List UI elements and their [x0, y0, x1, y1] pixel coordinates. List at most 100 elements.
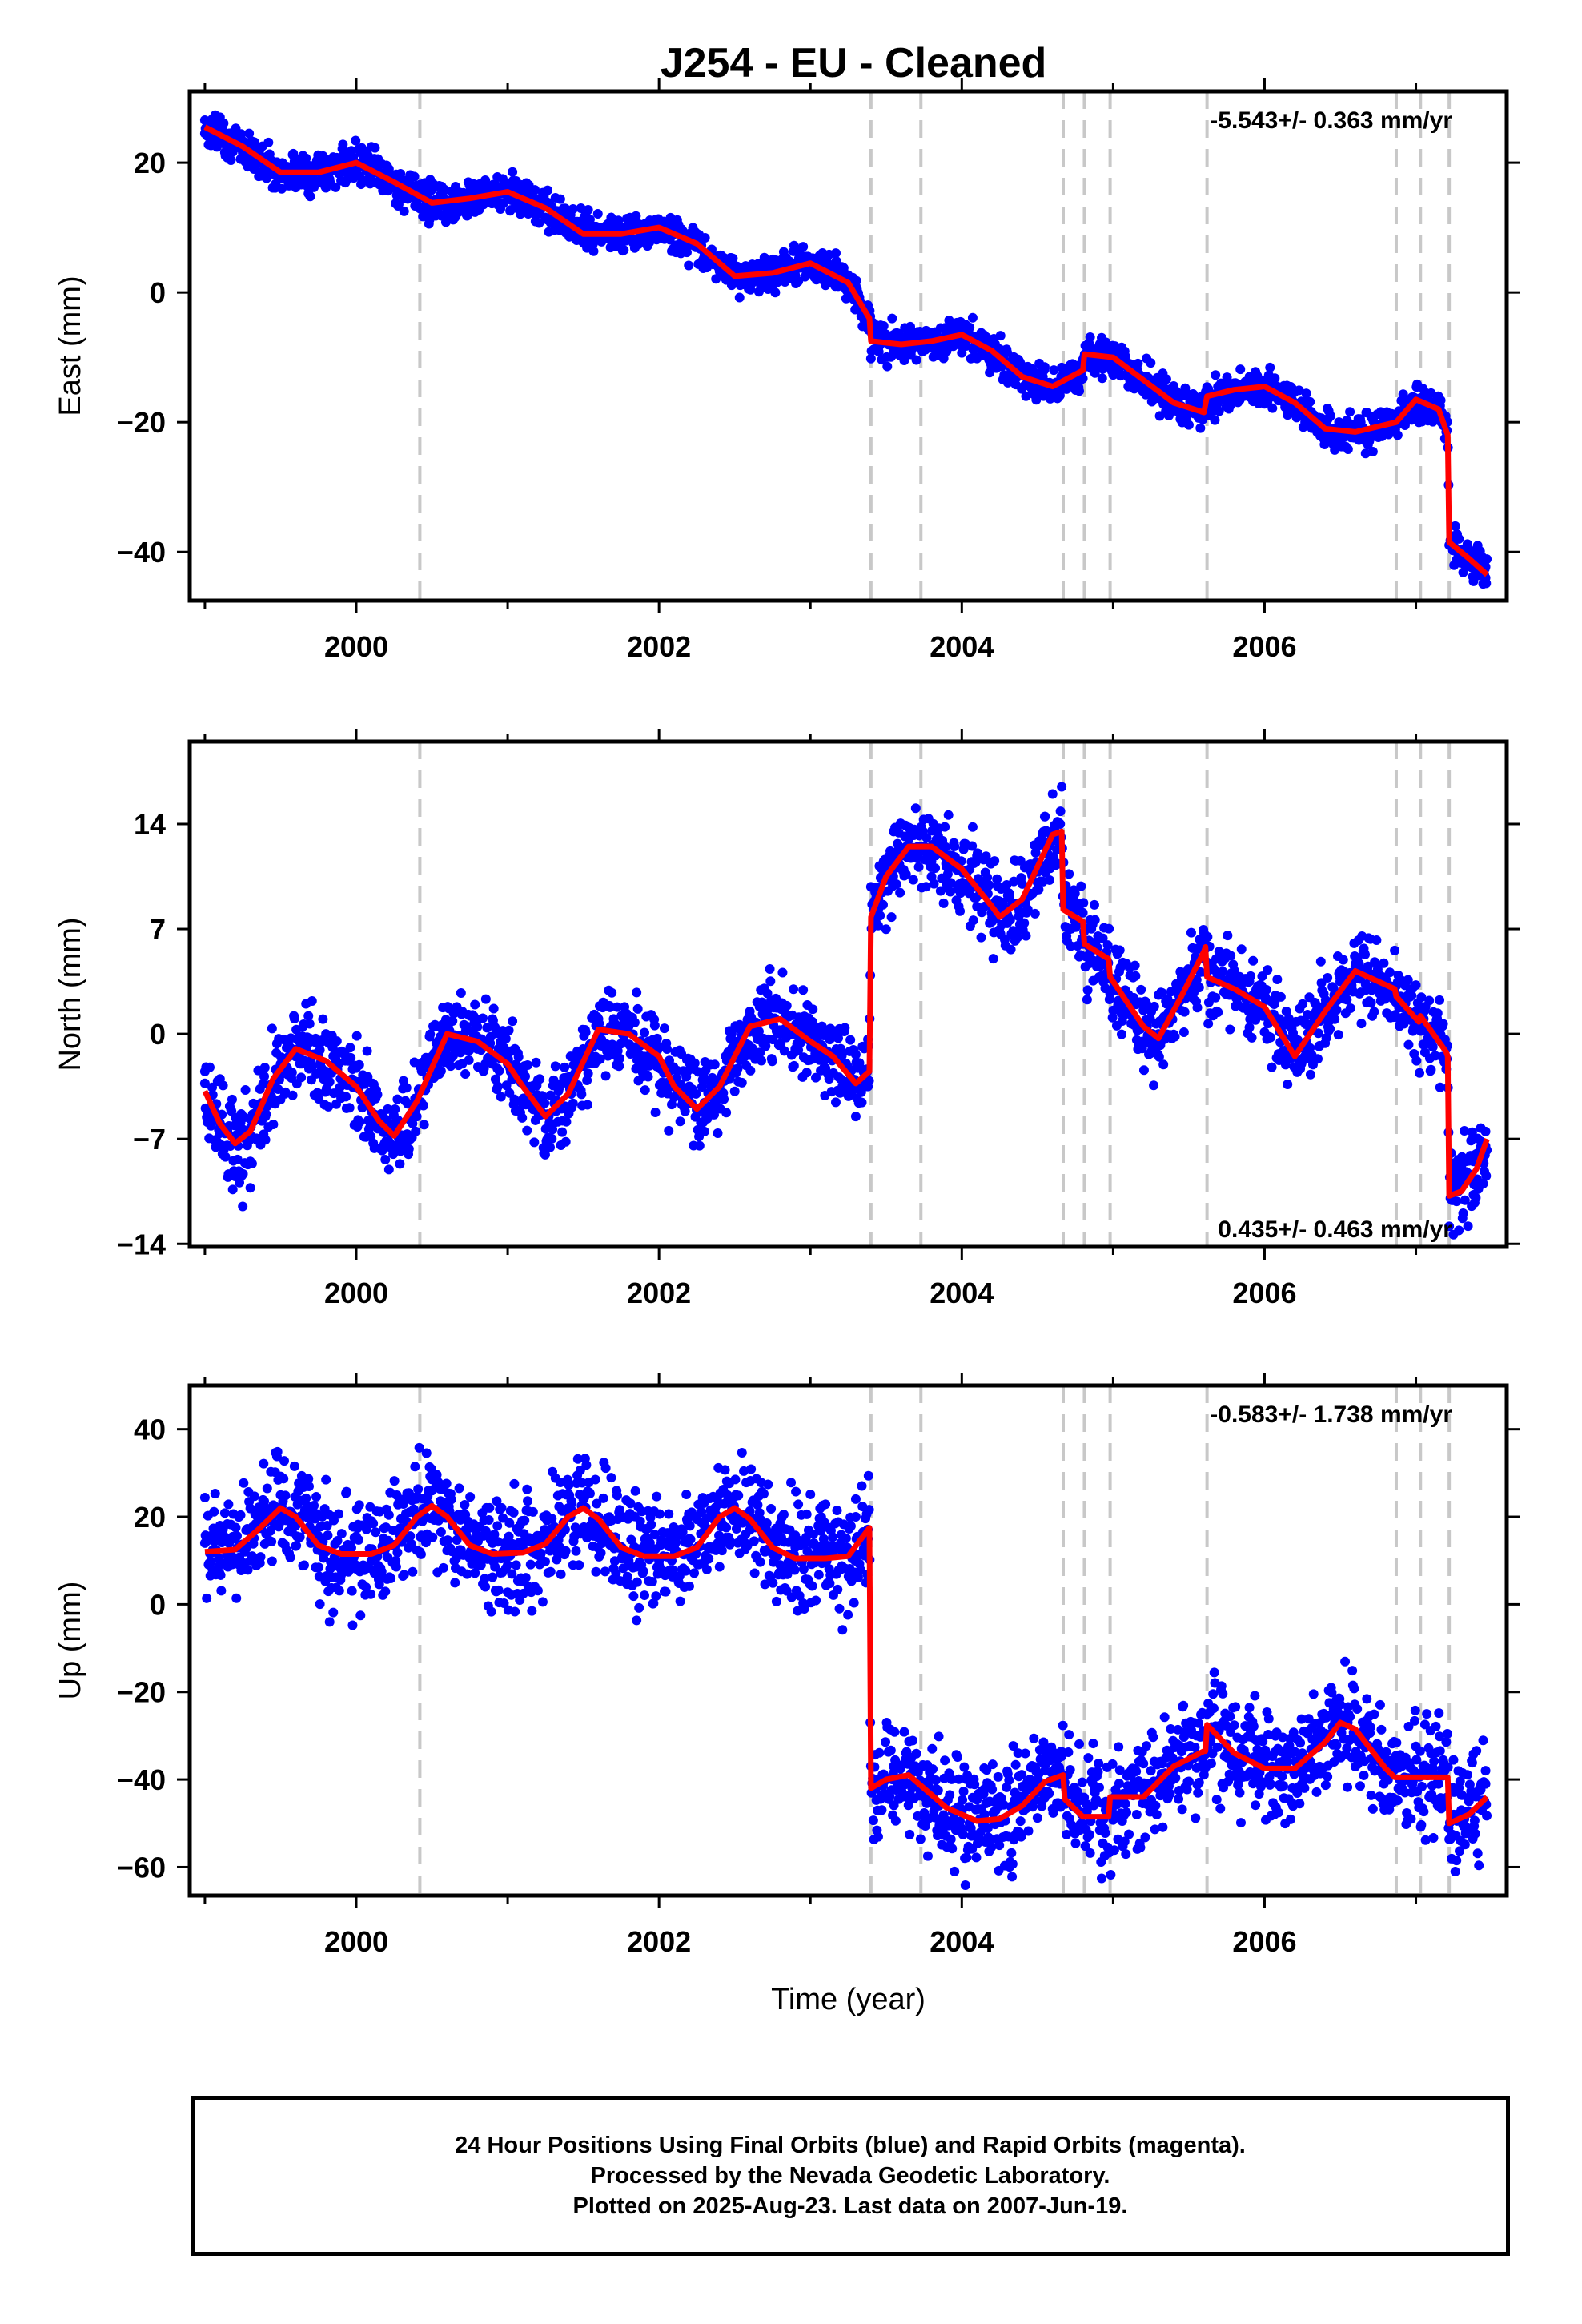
- data-point: [1085, 332, 1095, 342]
- data-point: [1090, 915, 1100, 925]
- data-point: [755, 1047, 765, 1058]
- data-point: [218, 1080, 228, 1091]
- y-axis-label: East (mm): [54, 275, 87, 416]
- data-point: [612, 1046, 623, 1056]
- data-point: [631, 211, 641, 221]
- data-point: [268, 1120, 279, 1130]
- data-point: [945, 887, 955, 897]
- data-point: [1006, 944, 1016, 955]
- data-point: [470, 999, 480, 1010]
- data-point: [301, 1493, 311, 1503]
- data-point: [1235, 364, 1246, 375]
- data-point: [1371, 935, 1382, 945]
- y-tick-label: 7: [150, 913, 166, 946]
- data-point: [1130, 971, 1141, 981]
- data-point: [245, 1183, 255, 1193]
- data-point: [1454, 1225, 1464, 1236]
- data-point: [390, 1104, 400, 1115]
- data-point: [680, 1106, 690, 1116]
- data-point: [1478, 1179, 1488, 1189]
- data-point: [331, 1036, 342, 1047]
- data-point: [762, 988, 773, 999]
- data-point: [785, 256, 795, 267]
- data-point: [249, 1491, 259, 1502]
- data-point: [684, 260, 694, 271]
- data-point: [202, 1593, 212, 1603]
- data-point: [231, 1530, 242, 1541]
- data-point: [1016, 873, 1026, 883]
- data-point: [355, 1610, 366, 1621]
- data-point: [347, 1620, 358, 1630]
- data-point: [406, 1539, 416, 1550]
- data-point: [1415, 1068, 1425, 1078]
- data-point: [1315, 956, 1326, 967]
- data-point: [1331, 1005, 1342, 1015]
- data-point: [1460, 1195, 1470, 1205]
- data-point: [334, 1509, 344, 1519]
- data-point: [745, 1065, 756, 1076]
- data-point: [1030, 908, 1040, 919]
- data-point: [946, 878, 956, 888]
- data-point: [1333, 1030, 1343, 1040]
- x-tick-label: 2000: [324, 630, 388, 663]
- data-point: [801, 1068, 812, 1078]
- data-point: [910, 803, 921, 814]
- data-point: [545, 1142, 556, 1152]
- data-point: [1005, 915, 1015, 925]
- data-point: [1019, 918, 1030, 928]
- data-point: [540, 1149, 550, 1160]
- data-point: [568, 1098, 578, 1108]
- data-point: [231, 1522, 241, 1533]
- data-point: [1345, 407, 1355, 417]
- data-point: [216, 1586, 227, 1596]
- data-point: [1345, 1003, 1355, 1013]
- data-point: [768, 1035, 778, 1045]
- data-point: [1435, 395, 1446, 405]
- data-point: [496, 1092, 506, 1102]
- x-tick-label: 2000: [324, 1277, 388, 1309]
- data-point: [940, 822, 950, 832]
- data-point: [1054, 818, 1065, 828]
- data-point: [1246, 971, 1256, 981]
- data-point: [1330, 1014, 1340, 1024]
- data-point: [1098, 933, 1108, 943]
- data-point: [675, 1116, 685, 1127]
- data-point: [1360, 448, 1371, 459]
- data-point: [311, 1492, 322, 1502]
- data-point: [1078, 373, 1088, 384]
- data-point: [341, 1092, 351, 1102]
- data-point: [1426, 388, 1436, 398]
- data-point: [882, 361, 893, 372]
- data-point: [299, 1055, 309, 1066]
- data-point: [911, 355, 921, 365]
- data-point: [1411, 980, 1421, 991]
- data-point: [322, 1520, 332, 1530]
- data-point: [1379, 958, 1389, 968]
- data-point: [697, 1082, 707, 1092]
- data-point: [614, 1053, 624, 1063]
- data-point: [811, 1072, 821, 1083]
- data-point: [500, 1034, 511, 1044]
- y-tick-label: −20: [117, 406, 166, 439]
- data-point: [1427, 1042, 1438, 1052]
- data-point: [240, 1084, 251, 1095]
- data-point: [1236, 944, 1247, 955]
- y-tick-label: −14: [117, 1228, 166, 1261]
- data-point: [289, 1014, 299, 1024]
- data-point: [262, 1483, 272, 1494]
- data-point: [929, 879, 939, 889]
- data-point: [1146, 1766, 1156, 1776]
- data-point: [460, 1069, 471, 1080]
- data-point: [995, 331, 1006, 341]
- data-point: [235, 1510, 246, 1520]
- data-point: [1251, 1015, 1261, 1025]
- data-point: [355, 1116, 365, 1127]
- data-point: [767, 1056, 777, 1067]
- data-point: [1343, 444, 1353, 455]
- data-point: [984, 880, 994, 891]
- data-point: [1012, 932, 1022, 943]
- data-point: [555, 194, 565, 204]
- data-point: [689, 1058, 700, 1068]
- data-point: [408, 1112, 419, 1123]
